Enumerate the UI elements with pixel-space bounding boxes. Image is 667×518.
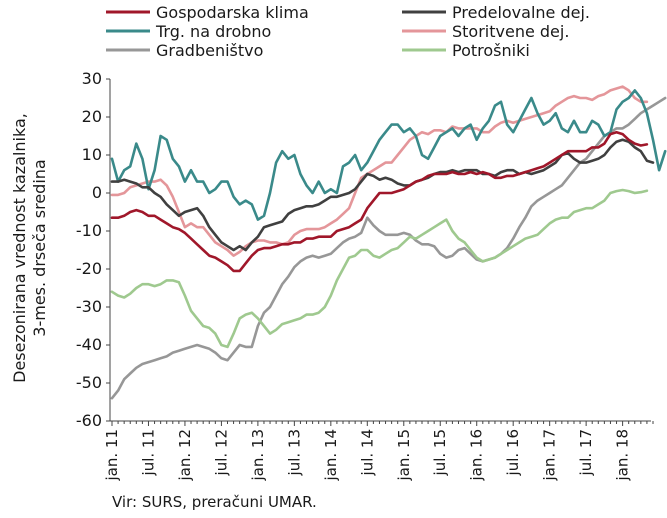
y-tick-label: 30: [82, 69, 102, 88]
y-tick-label: 10: [82, 145, 102, 164]
legend-label: Gradbeništvo: [156, 41, 263, 60]
x-tick-label: jul. 16: [504, 429, 522, 476]
x-tick-label: jul. 12: [212, 429, 230, 476]
x-tick-label: jan. 15: [395, 429, 413, 482]
series-line-trg-na-drobno: [110, 89, 667, 221]
x-tick-label: jul. 11: [139, 429, 157, 476]
legend-label: Predelovalne dej.: [452, 3, 590, 22]
series-line-potro-niki: [110, 188, 649, 349]
series-line-storitvene-dej: [110, 85, 649, 257]
legend: Gospodarska klima Predelovalne dej. Trg. n…: [106, 3, 590, 60]
x-tick-label: jul. 13: [285, 429, 303, 476]
y-tick-label: -30: [76, 297, 102, 316]
y-tick-label: -20: [76, 259, 102, 278]
y-tick-label: -50: [76, 373, 102, 392]
x-tick-label: jan. 17: [541, 429, 559, 482]
y-axis-label-line: 3-mes. drseča sredina: [30, 159, 49, 336]
y-tick-label: 0: [92, 183, 102, 202]
x-tick-label: jan. 12: [176, 429, 194, 482]
y-tick-label: -10: [76, 221, 102, 240]
series-lines: [110, 85, 667, 400]
x-tick-label: jul. 14: [358, 429, 376, 476]
legend-label: Potrošniki: [452, 41, 530, 60]
x-tick-label: jan. 16: [468, 429, 486, 482]
legend-label: Gospodarska klima: [156, 3, 309, 22]
legend-label: Trg. na drobno: [155, 22, 271, 41]
series-line-gospodarska-klima: [110, 130, 649, 273]
y-tick-label: -60: [76, 411, 102, 430]
x-tick-label: jan. 18: [614, 429, 632, 482]
y-tick-label: 20: [82, 107, 102, 126]
x-tick-label: jan. 14: [322, 429, 340, 482]
y-axis-label-line: Desezonirana vrednost kazalnika,: [10, 113, 29, 383]
source-note: Vir: SURS, preračuni UMAR.: [112, 493, 317, 511]
x-tick-label: jul. 15: [431, 429, 449, 476]
series-line-gradbeni-tvo: [110, 96, 667, 400]
y-axis-label: Desezonirana vrednost kazalnika, 3-mes. d…: [10, 113, 49, 383]
x-tick-label: jan. 11: [103, 429, 121, 482]
y-tick-label: -40: [76, 335, 102, 354]
x-tick-label: jan. 13: [249, 429, 267, 482]
x-tick-label: jul. 17: [577, 429, 595, 476]
legend-label: Storitvene dej.: [452, 22, 569, 41]
